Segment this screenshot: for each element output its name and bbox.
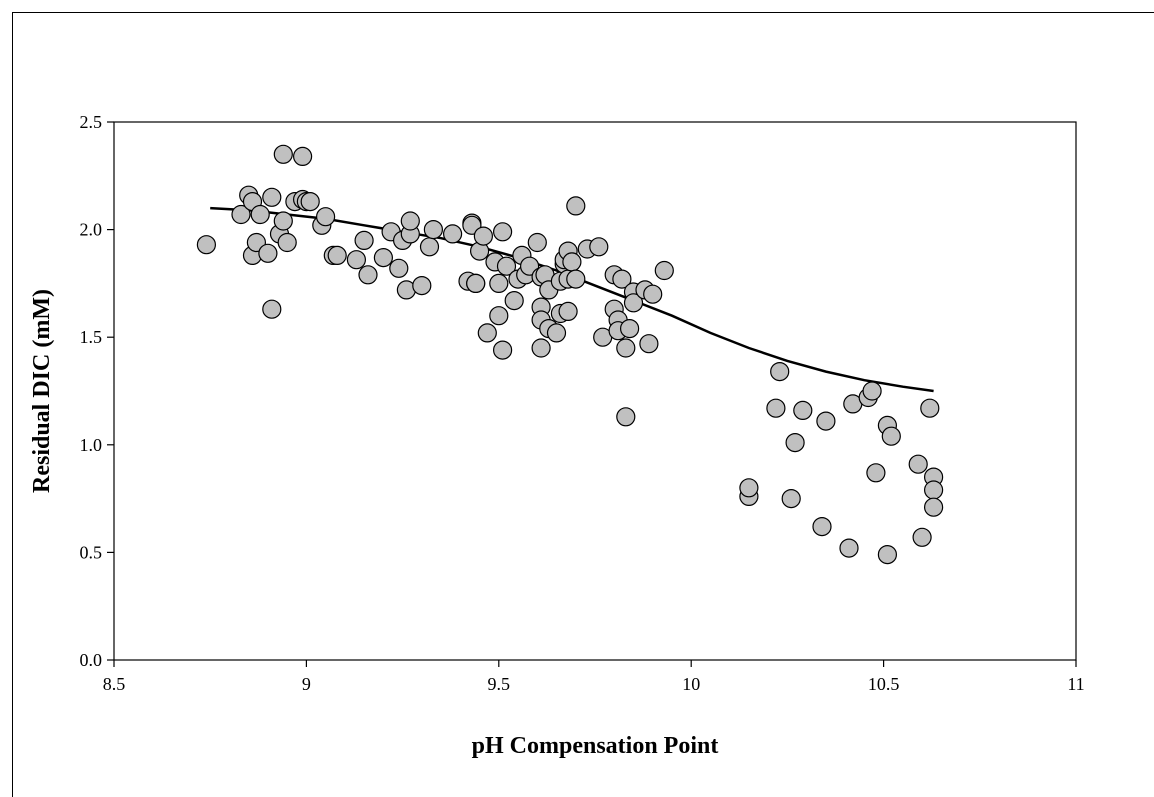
- data-point: [546, 323, 567, 343]
- data-point: [389, 258, 409, 278]
- data-point: [354, 230, 374, 250]
- data-point: [316, 207, 336, 227]
- data-point: [496, 256, 517, 276]
- data-point: [473, 226, 493, 246]
- data-point: [231, 204, 251, 225]
- data-point: [839, 538, 859, 558]
- data-point: [262, 299, 282, 319]
- data-point: [277, 232, 297, 253]
- data-point: [766, 398, 786, 418]
- x-axis-title: pH Compensation Point: [472, 733, 719, 759]
- y-axis: 0.0 0.5 1.0 1.5 2.0 2.5: [80, 112, 114, 670]
- data-point: [589, 237, 609, 257]
- y-tick-label: 0.5: [80, 542, 103, 562]
- data-point: [654, 260, 674, 281]
- data-point: [423, 220, 443, 240]
- data-point: [612, 269, 632, 289]
- data-point: [920, 398, 940, 418]
- data-point: [273, 144, 293, 164]
- data-point: [616, 338, 636, 358]
- plot-area: [113, 121, 1077, 661]
- data-point: [493, 222, 513, 242]
- data-point: [489, 273, 509, 293]
- data-point: [923, 480, 944, 500]
- data-point: [358, 265, 378, 285]
- data-point: [293, 146, 313, 166]
- data-point: [443, 224, 463, 244]
- data-point: [258, 243, 278, 263]
- x-tick-label: 11: [1067, 674, 1084, 694]
- y-tick-label: 2.0: [80, 220, 103, 240]
- y-axis-title: Residual DIC (mM): [29, 289, 55, 493]
- data-point: [739, 478, 759, 498]
- x-axis: 8.5 9 9.5 10 10.5 11: [103, 660, 1085, 694]
- data-point: [639, 334, 659, 354]
- data-point: [504, 291, 524, 311]
- data-point: [643, 284, 663, 304]
- data-point: [489, 306, 509, 326]
- data-point: [527, 232, 547, 253]
- data-point: [419, 237, 440, 257]
- data-point: [412, 276, 432, 296]
- data-point: [770, 362, 790, 382]
- x-tick-label: 9: [302, 674, 311, 694]
- data-point: [373, 248, 393, 268]
- data-point: [327, 245, 347, 265]
- data-point: [466, 273, 486, 293]
- data-point: [812, 516, 832, 537]
- data-point: [616, 407, 636, 427]
- x-tick-label: 9.5: [488, 674, 511, 694]
- data-point: [558, 301, 578, 321]
- data-point: [816, 411, 836, 431]
- data-point: [400, 211, 420, 231]
- chart-frame: [12, 12, 1154, 797]
- y-tick-label: 1.5: [80, 327, 103, 347]
- data-point: [566, 269, 586, 289]
- data-point: [619, 319, 640, 339]
- x-tick-label: 8.5: [103, 674, 126, 694]
- y-tick-label: 2.5: [80, 112, 103, 132]
- data-point: [346, 250, 366, 270]
- data-point: [493, 340, 513, 360]
- x-tick-label: 10.5: [868, 674, 900, 694]
- data-point: [866, 463, 886, 483]
- data-point: [196, 235, 216, 255]
- data-point: [923, 497, 944, 517]
- y-tick-label: 0.0: [80, 650, 103, 670]
- data-point: [623, 293, 644, 313]
- data-point: [881, 426, 901, 446]
- data-point: [531, 338, 551, 358]
- data-point: [562, 252, 582, 272]
- data-point: [250, 204, 270, 225]
- y-tick-label: 1.0: [80, 435, 103, 455]
- data-point: [785, 433, 805, 453]
- data-point: [781, 489, 801, 509]
- data-point: [300, 192, 320, 212]
- data-points: [196, 144, 944, 565]
- x-tick-label: 10: [682, 674, 700, 694]
- data-point: [912, 527, 932, 547]
- data-point: [262, 187, 282, 207]
- data-point: [566, 196, 586, 216]
- data-point: [273, 211, 293, 231]
- data-point: [908, 454, 928, 474]
- data-point: [477, 323, 497, 343]
- data-point: [793, 400, 813, 420]
- data-point: [862, 381, 882, 401]
- data-point: [877, 544, 898, 565]
